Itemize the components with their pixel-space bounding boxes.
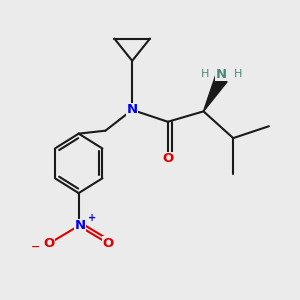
Text: +: + bbox=[88, 213, 96, 224]
Polygon shape bbox=[203, 76, 227, 111]
Text: H: H bbox=[201, 69, 209, 79]
Text: O: O bbox=[43, 237, 55, 250]
Text: N: N bbox=[127, 103, 138, 116]
Text: N: N bbox=[216, 68, 227, 81]
Text: N: N bbox=[75, 219, 86, 232]
Text: H: H bbox=[233, 69, 242, 79]
Text: O: O bbox=[103, 237, 114, 250]
Text: −: − bbox=[31, 242, 40, 252]
Text: O: O bbox=[162, 152, 173, 165]
